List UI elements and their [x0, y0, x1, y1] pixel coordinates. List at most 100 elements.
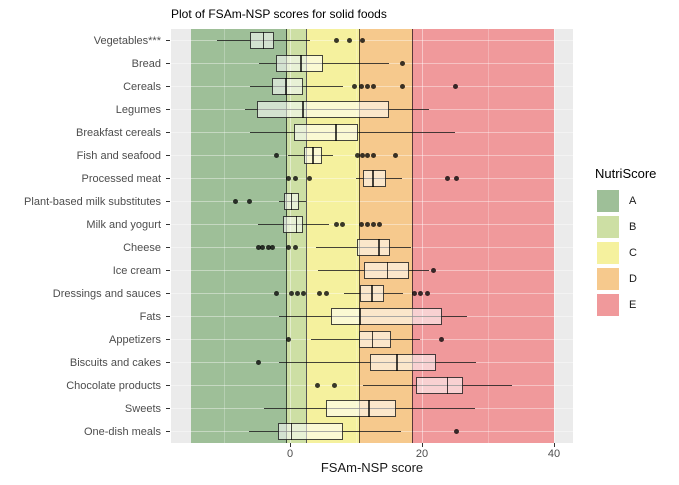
box-border — [416, 377, 463, 394]
nutriscore-band-E — [412, 29, 554, 443]
y-axis-label: Sweets — [124, 402, 161, 415]
outlier-dot — [316, 291, 322, 296]
box-border — [330, 308, 442, 325]
median-line — [312, 147, 314, 164]
legend-swatch-C — [597, 242, 619, 264]
y-axis-label: Dressings and sauces — [52, 287, 161, 300]
legend-swatch-E — [597, 294, 619, 316]
outlier-dot — [370, 222, 376, 227]
legend-label-D: D — [629, 273, 637, 285]
box-fill — [362, 170, 386, 187]
median-line — [300, 55, 302, 72]
outlier-dot — [360, 153, 366, 158]
y-axis-label: Processed meat — [81, 172, 161, 185]
outlier-dot — [286, 245, 292, 250]
legend-swatch-B — [597, 216, 619, 238]
outlier-dot — [351, 84, 357, 89]
outlier-dot — [273, 291, 279, 296]
y-tick-mark — [166, 40, 170, 41]
y-tick-mark — [166, 431, 170, 432]
outlier-dot — [331, 383, 337, 388]
outlier-dot — [431, 268, 437, 273]
box-fill — [358, 331, 391, 348]
y-tick-mark — [166, 385, 170, 386]
outlier-dot — [286, 337, 292, 342]
y-axis-label: Legumes — [115, 103, 161, 116]
outlier-dot — [399, 61, 405, 66]
outlier-dot — [393, 153, 399, 158]
y-axis-label: Milk and yogurt — [86, 218, 161, 231]
y-axis-label: Plant-based milk substitutes — [24, 195, 161, 208]
y-axis-label: Chocolate products — [66, 379, 161, 392]
outlier-dot — [371, 84, 377, 89]
box-border — [357, 239, 391, 256]
outlier-dot — [301, 291, 307, 296]
box-border — [363, 262, 409, 279]
legend-entry-D: D — [595, 268, 679, 290]
box-fill — [282, 216, 304, 233]
y-tick-mark — [166, 408, 170, 409]
median-line — [359, 308, 361, 325]
x-tick-mark — [553, 443, 555, 447]
y-axis-label: Cheese — [123, 241, 161, 254]
outlier-dot — [247, 199, 253, 204]
y-tick-mark — [166, 109, 170, 110]
outlier-dot — [273, 153, 279, 158]
outlier-dot — [355, 153, 361, 158]
box-border — [257, 101, 389, 118]
legend-entry-A: A — [595, 190, 679, 212]
outlier-dot — [439, 337, 445, 342]
y-tick-mark — [166, 63, 170, 64]
y-axis-label: Fish and seafood — [76, 149, 161, 162]
median-line — [396, 354, 398, 371]
legend-entry-B: B — [595, 216, 679, 238]
outlier-dot — [260, 245, 266, 250]
box-fill — [416, 377, 463, 394]
legend-title: NutriScore — [595, 166, 657, 181]
median-line — [290, 193, 293, 210]
outlier-dot — [359, 222, 365, 227]
y-tick-mark — [166, 201, 170, 202]
gridline-vertical-minor — [355, 29, 357, 443]
nutriscore-band-A — [191, 29, 287, 443]
chart-title: Plot of FSAm-NSP scores for solid foods — [171, 7, 387, 21]
outlier-dot — [445, 176, 451, 181]
y-axis-label: Appetizers — [109, 333, 161, 346]
outlier-dot — [360, 38, 366, 43]
box-border — [358, 331, 391, 348]
gridline-vertical-major — [421, 29, 423, 443]
y-tick-mark — [166, 293, 170, 294]
band-boundary-line — [306, 29, 307, 443]
box-fill — [257, 101, 389, 118]
gridline-vertical-minor — [487, 29, 489, 443]
outlier-dot — [339, 222, 345, 227]
median-line — [295, 216, 298, 233]
legend-label-C: C — [629, 247, 637, 259]
band-boundary-line — [358, 29, 360, 443]
y-axis-label: One-dish meals — [83, 425, 161, 438]
y-tick-mark — [166, 86, 170, 87]
outlier-dot — [425, 291, 431, 296]
box-fill — [357, 239, 391, 256]
y-tick-mark — [166, 155, 170, 156]
box-border — [250, 32, 275, 49]
nutriscore-band-C — [306, 29, 360, 443]
legend-entry-E: E — [595, 294, 679, 316]
outlier-dot — [346, 38, 352, 43]
median-line — [335, 124, 337, 141]
outlier-dot — [453, 176, 459, 181]
plot-panel — [171, 29, 573, 443]
median-line — [290, 423, 293, 440]
outlier-dot — [376, 222, 382, 227]
legend-swatch-A — [597, 190, 619, 212]
outlier-dot — [315, 383, 321, 388]
box-fill — [326, 400, 397, 417]
median-line — [386, 262, 389, 279]
legend-label-B: B — [629, 221, 637, 233]
gridline-vertical-major — [289, 29, 291, 443]
y-tick-mark — [166, 339, 170, 340]
y-axis-label: Ice cream — [112, 264, 161, 277]
x-tick-label: 40 — [547, 448, 561, 460]
box-fill — [330, 308, 442, 325]
